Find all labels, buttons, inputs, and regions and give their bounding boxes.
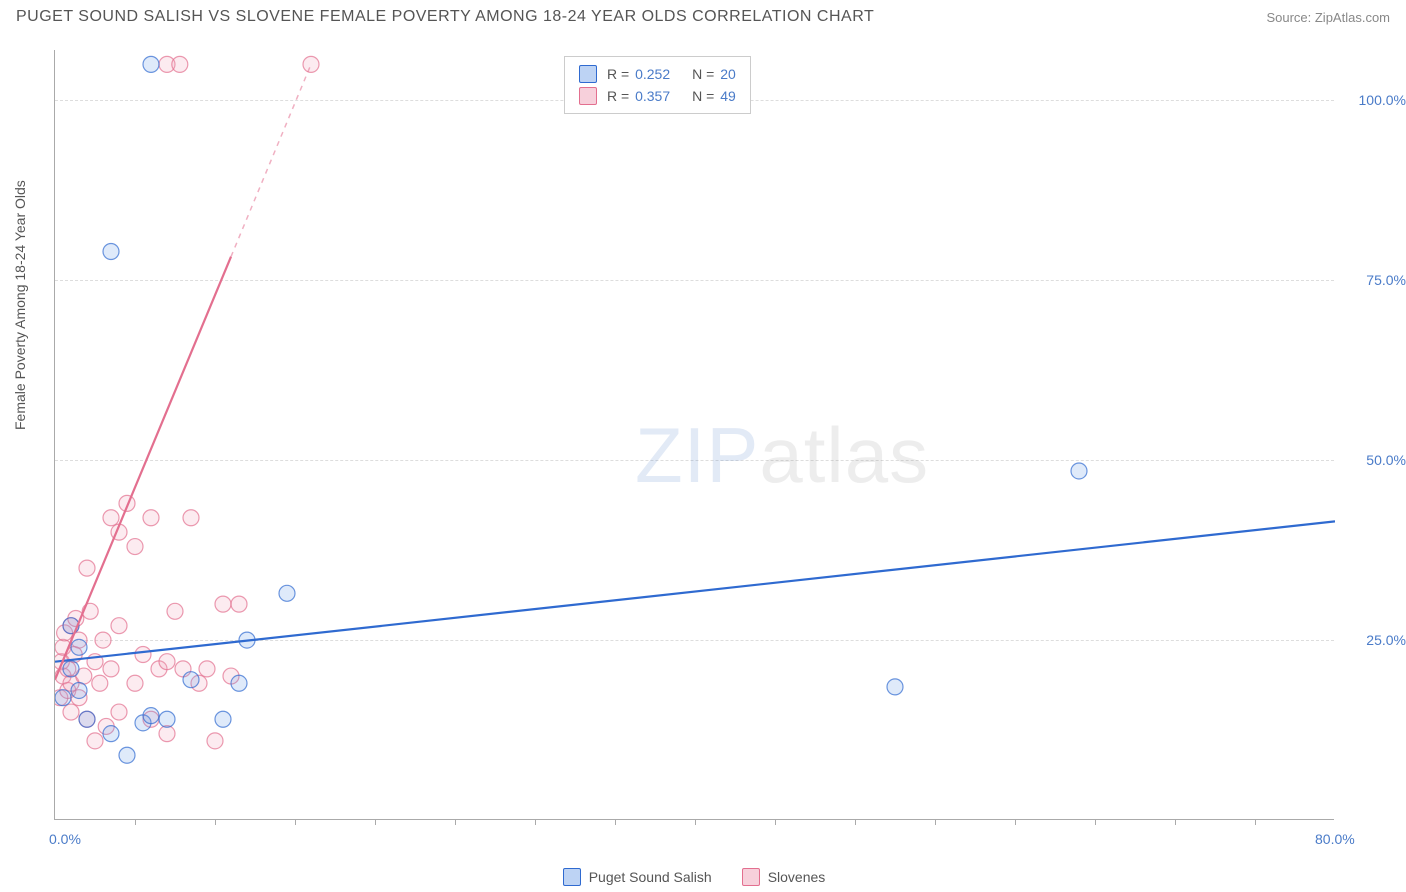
scatter-point bbox=[231, 596, 247, 612]
scatter-point bbox=[71, 639, 87, 655]
scatter-point bbox=[159, 654, 175, 670]
x-tick-label: 0.0% bbox=[49, 831, 81, 847]
chart-area: ZIPatlas 25.0%50.0%75.0%100.0%0.0%80.0% … bbox=[54, 50, 1334, 820]
scatter-point bbox=[111, 618, 127, 634]
legend-correlation: R = 0.252 N = 20 R = 0.357 N = 49 bbox=[564, 56, 751, 114]
scatter-point bbox=[143, 56, 159, 72]
scatter-point bbox=[79, 711, 95, 727]
scatter-point bbox=[143, 510, 159, 526]
plot-svg bbox=[55, 50, 1335, 820]
legend-item: Puget Sound Salish bbox=[563, 868, 712, 886]
y-tick-label: 25.0% bbox=[1366, 632, 1406, 648]
legend-swatch bbox=[579, 65, 597, 83]
scatter-point bbox=[215, 711, 231, 727]
scatter-point bbox=[87, 733, 103, 749]
scatter-point bbox=[55, 690, 71, 706]
scatter-point bbox=[279, 585, 295, 601]
scatter-point bbox=[143, 708, 159, 724]
scatter-point bbox=[159, 726, 175, 742]
scatter-point bbox=[103, 726, 119, 742]
r-label: R = bbox=[607, 88, 629, 104]
scatter-point bbox=[119, 747, 135, 763]
scatter-point bbox=[1071, 463, 1087, 479]
scatter-point bbox=[199, 661, 215, 677]
scatter-point bbox=[887, 679, 903, 695]
scatter-point bbox=[63, 661, 79, 677]
trend-line-dashed bbox=[231, 64, 311, 256]
n-label: N = bbox=[692, 88, 714, 104]
scatter-point bbox=[135, 646, 151, 662]
legend-swatch bbox=[579, 87, 597, 105]
scatter-point bbox=[172, 56, 188, 72]
n-value: 20 bbox=[720, 66, 736, 82]
legend-row: R = 0.252 N = 20 bbox=[579, 63, 736, 85]
r-label: R = bbox=[607, 66, 629, 82]
scatter-point bbox=[71, 682, 87, 698]
chart-title: PUGET SOUND SALISH VS SLOVENE FEMALE POV… bbox=[16, 8, 874, 26]
scatter-point bbox=[103, 661, 119, 677]
r-value: 0.357 bbox=[635, 88, 670, 104]
scatter-point bbox=[207, 733, 223, 749]
scatter-point bbox=[159, 711, 175, 727]
plot-frame: ZIPatlas 25.0%50.0%75.0%100.0%0.0%80.0% bbox=[54, 50, 1334, 820]
scatter-point bbox=[183, 510, 199, 526]
scatter-point bbox=[167, 603, 183, 619]
y-tick-label: 100.0% bbox=[1359, 92, 1406, 108]
legend-item: Slovenes bbox=[742, 868, 826, 886]
y-tick-label: 75.0% bbox=[1366, 272, 1406, 288]
legend-swatch bbox=[742, 868, 760, 886]
scatter-point bbox=[79, 560, 95, 576]
y-tick-label: 50.0% bbox=[1366, 452, 1406, 468]
legend-label: Slovenes bbox=[768, 869, 826, 885]
scatter-point bbox=[95, 632, 111, 648]
scatter-point bbox=[103, 510, 119, 526]
legend-row: R = 0.357 N = 49 bbox=[579, 85, 736, 107]
n-value: 49 bbox=[720, 88, 736, 104]
legend-label: Puget Sound Salish bbox=[589, 869, 712, 885]
trend-line bbox=[55, 521, 1335, 661]
legend-swatch bbox=[563, 868, 581, 886]
scatter-point bbox=[215, 596, 231, 612]
source-attribution: Source: ZipAtlas.com bbox=[1266, 10, 1390, 25]
scatter-point bbox=[63, 704, 79, 720]
y-axis-label: Female Poverty Among 18-24 Year Olds bbox=[12, 180, 28, 430]
legend-series: Puget Sound Salish Slovenes bbox=[54, 868, 1334, 886]
r-value: 0.252 bbox=[635, 66, 670, 82]
scatter-point bbox=[103, 243, 119, 259]
n-label: N = bbox=[692, 66, 714, 82]
scatter-point bbox=[231, 675, 247, 691]
scatter-point bbox=[127, 675, 143, 691]
trend-line bbox=[55, 257, 231, 680]
scatter-point bbox=[111, 704, 127, 720]
scatter-point bbox=[92, 675, 108, 691]
scatter-point bbox=[183, 672, 199, 688]
x-tick-label: 80.0% bbox=[1315, 831, 1355, 847]
scatter-point bbox=[127, 539, 143, 555]
